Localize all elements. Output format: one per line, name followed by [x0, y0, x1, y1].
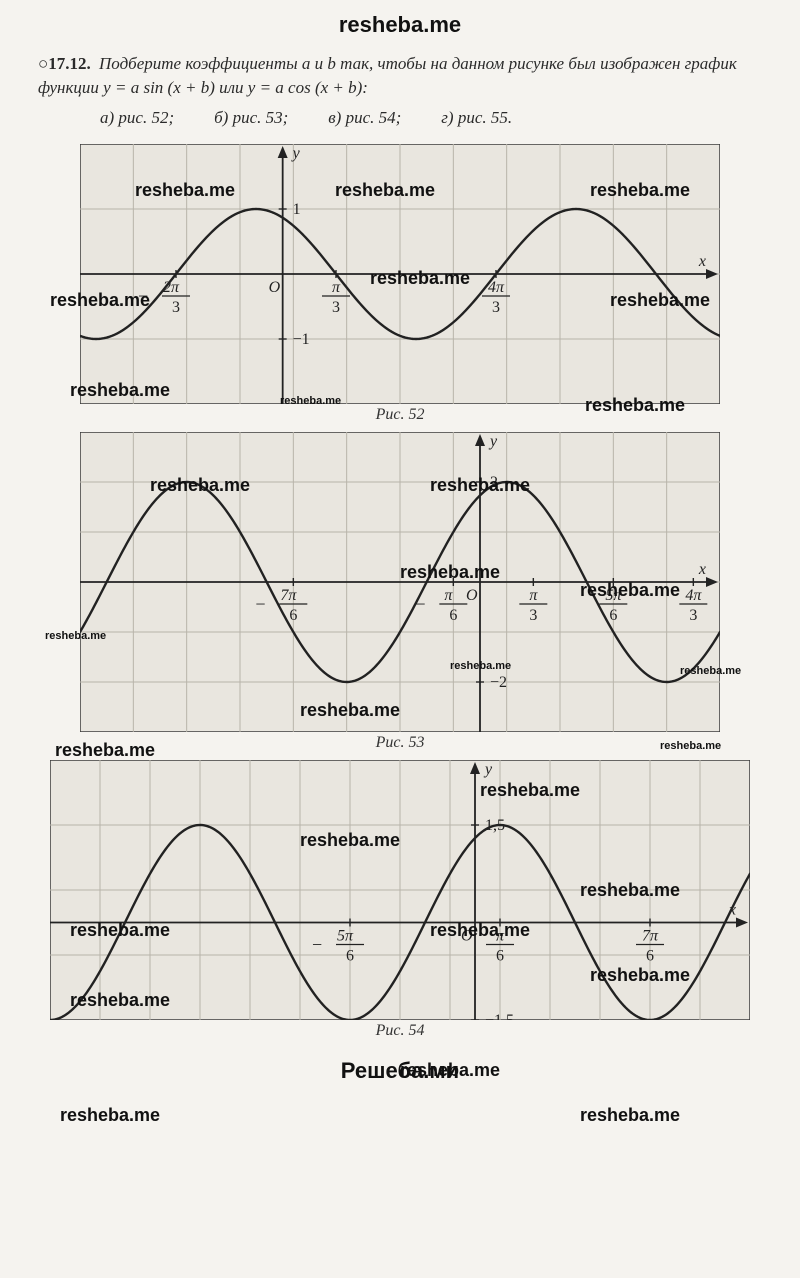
bottom-banner: Решеба.ми — [30, 1044, 770, 1094]
svg-text:3: 3 — [332, 299, 340, 316]
svg-text:π: π — [444, 587, 453, 604]
svg-text:y: y — [488, 433, 498, 450]
svg-text:6: 6 — [449, 607, 457, 624]
svg-text:O: O — [269, 279, 281, 296]
svg-text:1: 1 — [293, 201, 301, 218]
svg-text:5π: 5π — [605, 587, 622, 604]
svg-text:2: 2 — [490, 474, 498, 491]
svg-text:7π: 7π — [280, 587, 297, 604]
svg-text:3: 3 — [689, 607, 697, 624]
svg-text:−1,5: −1,5 — [485, 1012, 514, 1020]
svg-text:5π: 5π — [337, 927, 354, 944]
figure-53-block: yxO2−2−7π6−π6π35π64π3 Рис. 53 — [30, 432, 770, 752]
svg-text:π: π — [332, 279, 341, 296]
problem-text: Подберите коэффициенты a и b так, чтобы … — [38, 54, 737, 97]
svg-text:4π: 4π — [685, 587, 702, 604]
svg-text:6: 6 — [346, 947, 354, 964]
svg-text:−: − — [312, 934, 322, 954]
svg-text:O: O — [466, 587, 478, 604]
svg-text:π: π — [496, 927, 505, 944]
svg-text:−: − — [255, 594, 265, 614]
figure-52-block: yxO1−1−2π3π34π3 Рис. 52 — [30, 144, 770, 424]
svg-text:6: 6 — [609, 607, 617, 624]
svg-text:−: − — [138, 286, 148, 306]
figure-54-block: yxO1,5−1,5−5π6π67π6 Рис. 54 — [30, 760, 770, 1040]
figure-54-caption: Рис. 54 — [30, 1022, 770, 1040]
problem-number: ○17.12. — [38, 54, 91, 73]
watermark: resheba.me — [60, 1105, 160, 1126]
svg-text:3: 3 — [172, 299, 180, 316]
watermark: resheba.me — [580, 1105, 680, 1126]
problem-statement: ○17.12. Подберите коэффициенты a и b так… — [30, 52, 770, 100]
svg-text:x: x — [698, 253, 706, 270]
svg-text:O: O — [461, 927, 473, 944]
problem-options: а) рис. 52; б) рис. 53; в) рис. 54; г) р… — [30, 106, 770, 136]
figure-53-chart: yxO2−2−7π6−π6π35π64π3 — [80, 432, 720, 732]
option-a: а) рис. 52; — [100, 108, 174, 128]
svg-text:−1: −1 — [293, 331, 310, 348]
svg-text:6: 6 — [289, 607, 297, 624]
svg-text:−: − — [415, 594, 425, 614]
option-d: г) рис. 55. — [441, 108, 512, 128]
svg-text:y: y — [291, 145, 301, 162]
svg-text:π: π — [529, 587, 538, 604]
figure-54-chart: yxO1,5−1,5−5π6π67π6 — [50, 760, 750, 1020]
svg-text:3: 3 — [529, 607, 537, 624]
svg-text:7π: 7π — [642, 927, 659, 944]
svg-text:6: 6 — [496, 947, 504, 964]
figure-53-caption: Рис. 53 — [30, 734, 770, 752]
figure-52-caption: Рис. 52 — [30, 406, 770, 424]
option-c: в) рис. 54; — [328, 108, 401, 128]
svg-text:x: x — [698, 561, 706, 578]
svg-text:−2: −2 — [490, 674, 507, 691]
figure-52-chart: yxO1−1−2π3π34π3 — [80, 144, 720, 404]
option-b: б) рис. 53; — [214, 108, 288, 128]
svg-text:6: 6 — [646, 947, 654, 964]
top-banner: resheba.me — [30, 6, 770, 48]
svg-text:y: y — [483, 761, 493, 778]
svg-text:3: 3 — [492, 299, 500, 316]
